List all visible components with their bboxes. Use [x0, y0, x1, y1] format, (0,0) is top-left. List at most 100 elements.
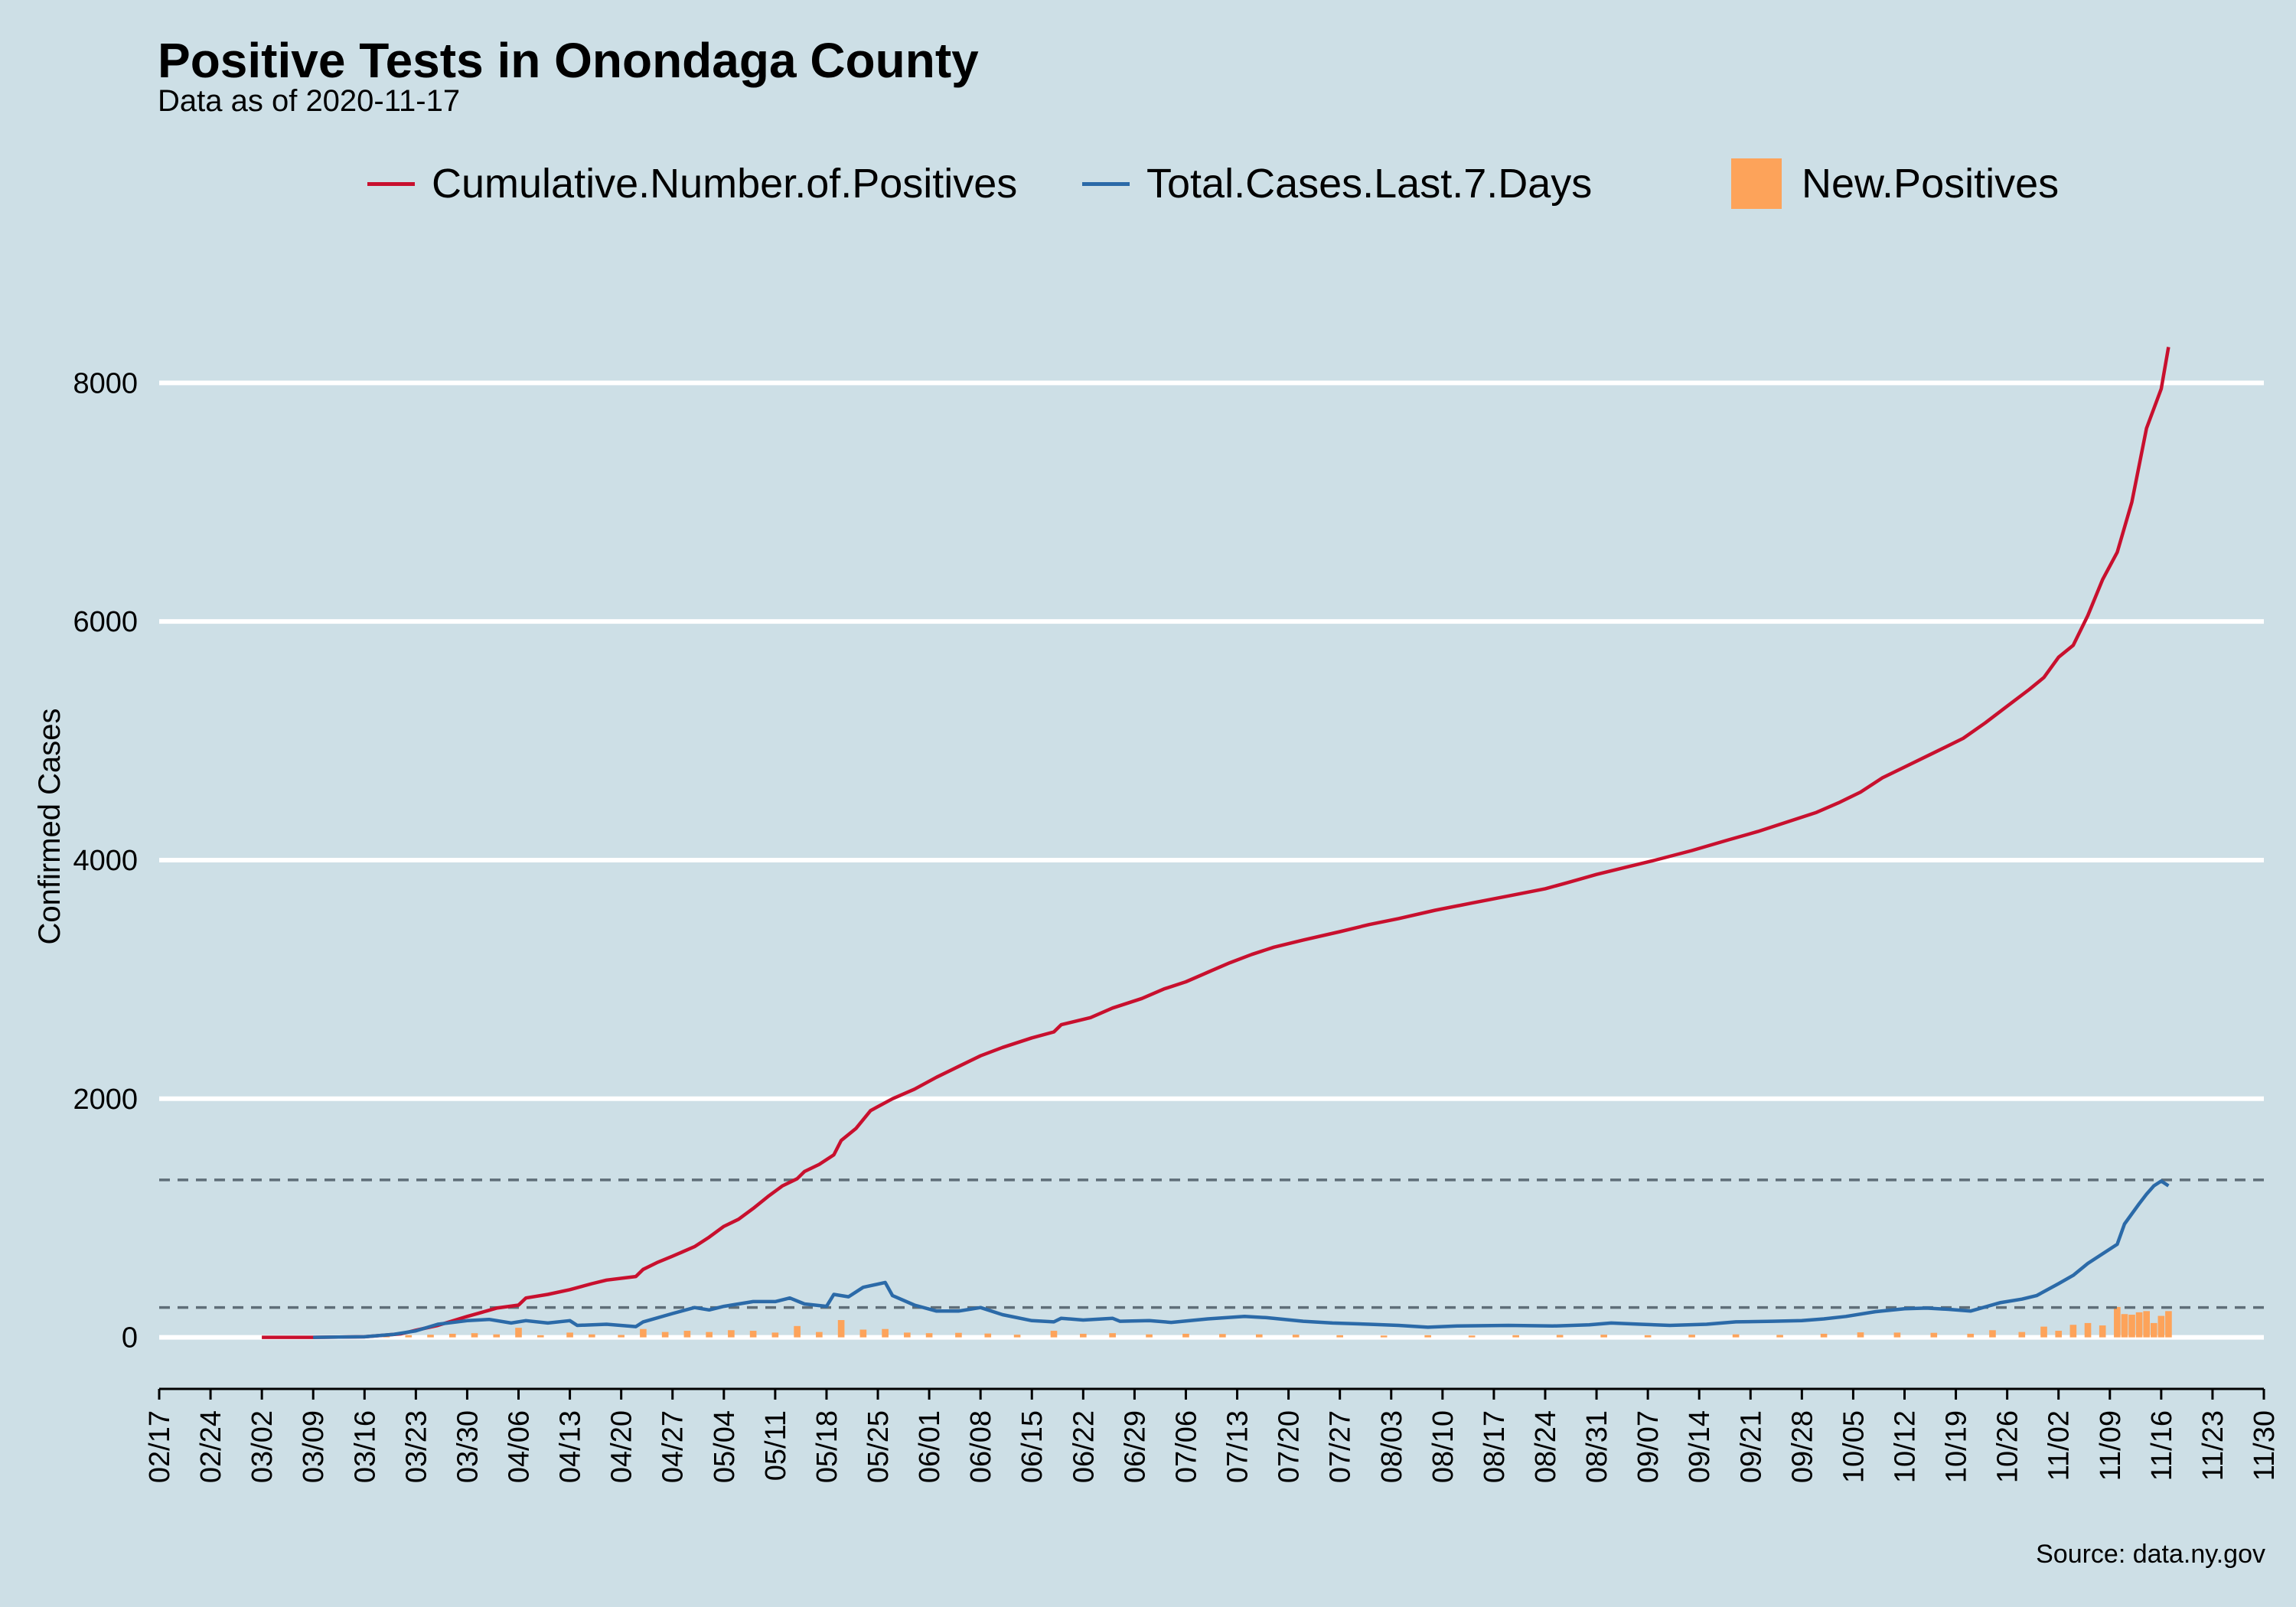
- x-tick-label: 05/04: [709, 1410, 741, 1483]
- x-tick-label: 10/12: [1890, 1410, 1922, 1483]
- bar-new-positives: [1080, 1333, 1087, 1338]
- bar-new-positives: [859, 1329, 867, 1338]
- bar-new-positives: [1336, 1335, 1343, 1338]
- x-tick-label: 10/19: [1941, 1410, 1973, 1483]
- x-axis: 02/17 02/24 03/02 03/09 03/16 03/23 03/30 04/06…: [144, 1387, 2281, 1483]
- x-tick-label: 04/13: [555, 1410, 587, 1483]
- bar-new-positives: [882, 1328, 889, 1338]
- x-tick-label: 03/02: [246, 1410, 279, 1483]
- x-tick-label: 03/09: [298, 1410, 330, 1483]
- bar-new-positives: [2084, 1322, 2092, 1338]
- bar-new-positives: [1255, 1334, 1263, 1338]
- bar-new-positives: [904, 1332, 911, 1338]
- legend-item-cumulative: Cumulative.Number.of.Positives: [367, 153, 1017, 214]
- line-cumulative-positives: [262, 347, 2170, 1339]
- chart-title: Positive Tests in Onondaga County: [158, 33, 979, 88]
- bar-new-positives: [2143, 1311, 2151, 1338]
- x-tick-label: 07/06: [1171, 1410, 1203, 1483]
- bar-new-positives: [1424, 1335, 1431, 1338]
- bar-new-positives: [1967, 1333, 1975, 1338]
- bar-new-positives: [1644, 1335, 1652, 1338]
- x-tick-label: 08/17: [1479, 1410, 1511, 1483]
- x-tick-label: 07/27: [1325, 1410, 1357, 1483]
- x-tick-label: 02/24: [195, 1410, 227, 1483]
- bar-new-positives: [2069, 1325, 2077, 1338]
- bar-new-positives: [1182, 1333, 1189, 1338]
- bar-new-positives: [1600, 1335, 1607, 1338]
- bar-new-positives: [2157, 1315, 2165, 1338]
- bar-new-positives: [706, 1332, 713, 1338]
- bar-new-positives: [566, 1332, 573, 1338]
- legend-label-new: New.Positives: [1802, 161, 2060, 207]
- x-tick-label: 03/30: [452, 1410, 484, 1483]
- bar-new-positives: [2165, 1311, 2172, 1338]
- legend-swatch-new: [1731, 158, 1782, 209]
- bar-new-positives: [837, 1320, 845, 1338]
- x-tick-label: 10/26: [1992, 1410, 2024, 1483]
- bar-new-positives: [2150, 1322, 2157, 1338]
- bar-new-positives: [1380, 1335, 1388, 1338]
- bar-new-positives: [515, 1328, 522, 1338]
- x-tick-label: 04/06: [504, 1410, 536, 1483]
- x-tick-label: 11/16: [2146, 1410, 2178, 1481]
- x-tick-label: 11/30: [2249, 1410, 2281, 1481]
- bar-new-positives: [794, 1325, 801, 1338]
- bar-new-positives: [728, 1330, 735, 1338]
- x-tick-label: 03/23: [400, 1410, 432, 1483]
- bar-new-positives: [2040, 1326, 2047, 1338]
- bar-new-positives: [955, 1332, 962, 1338]
- line-total-cases-7-days: [313, 1179, 2170, 1339]
- x-tick-label: 04/20: [606, 1410, 638, 1483]
- bar-new-positives: [1820, 1333, 1828, 1338]
- bar-new-positives: [1556, 1335, 1564, 1338]
- x-tick-label: 10/05: [1838, 1410, 1870, 1483]
- bar-new-positives: [2018, 1332, 2026, 1338]
- x-tick-label: 08/03: [1376, 1410, 1408, 1483]
- bar-new-positives: [2121, 1314, 2128, 1338]
- y-axis-label: Confirmed Cases: [33, 708, 67, 944]
- x-tick-label: 06/22: [1068, 1410, 1100, 1483]
- x-tick-label: 08/10: [1427, 1410, 1459, 1483]
- bar-new-positives: [2128, 1315, 2135, 1338]
- bar-new-positives: [589, 1334, 595, 1338]
- y-tick-label: 2000: [73, 1084, 138, 1116]
- bar-new-positives: [405, 1335, 413, 1338]
- legend-swatch-cumulative: [367, 181, 415, 186]
- bar-new-positives: [640, 1328, 647, 1338]
- x-tick-label: 05/18: [811, 1410, 843, 1483]
- bar-new-positives: [493, 1334, 501, 1338]
- bar-new-positives: [2055, 1331, 2063, 1338]
- x-tick-label: 06/08: [965, 1410, 997, 1483]
- y-axis: 0 2000 4000 6000 8000: [73, 367, 138, 1354]
- bar-new-positives: [1930, 1332, 1938, 1338]
- bar-new-positives: [1219, 1334, 1226, 1338]
- x-tick-label: 06/01: [914, 1410, 946, 1483]
- bar-new-positives: [661, 1332, 669, 1338]
- grid-lines: [159, 380, 2264, 1340]
- bar-new-positives: [1013, 1335, 1021, 1338]
- bar-new-positives: [1146, 1334, 1153, 1338]
- x-tick-label: 11/09: [2095, 1410, 2127, 1481]
- x-tick-label: 11/23: [2197, 1410, 2229, 1481]
- bar-new-positives: [1989, 1330, 1996, 1338]
- bar-new-positives: [618, 1335, 625, 1338]
- bar-new-positives: [2135, 1312, 2143, 1338]
- bar-new-positives: [1688, 1335, 1695, 1338]
- x-tick-label: 09/14: [1684, 1410, 1716, 1483]
- legend-swatch-weekly: [1082, 181, 1130, 186]
- bar-new-positives: [984, 1333, 992, 1338]
- x-tick-label: 09/28: [1786, 1410, 1818, 1483]
- bar-new-positives: [1893, 1332, 1901, 1338]
- bar-new-positives: [427, 1335, 434, 1338]
- legend-label-weekly: Total.Cases.Last.7.Days: [1146, 161, 1593, 207]
- x-tick-label: 05/25: [863, 1410, 895, 1483]
- legend: Cumulative.Number.of.Positives Total.Cas…: [0, 153, 2296, 214]
- source-note: Source: data.ny.gov: [2036, 1540, 2265, 1569]
- bar-new-positives: [683, 1331, 691, 1338]
- x-tick-label: 03/16: [349, 1410, 381, 1483]
- chart-subtitle: Data as of 2020-11-17: [158, 84, 461, 118]
- bar-new-positives: [1109, 1333, 1116, 1338]
- bar-new-positives: [771, 1332, 779, 1338]
- bar-new-positives: [1776, 1335, 1783, 1338]
